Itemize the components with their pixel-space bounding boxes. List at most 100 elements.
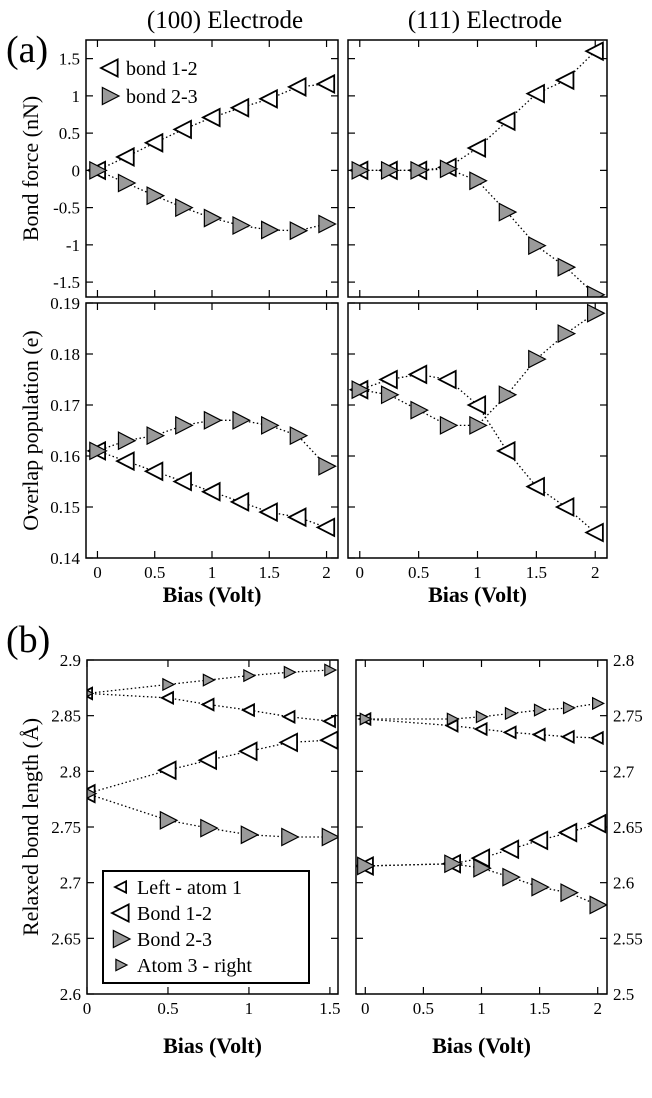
legend-label: Bond 1-2 — [137, 903, 212, 925]
legend-label: bond 1-2 — [126, 58, 198, 80]
data-point — [528, 236, 547, 256]
data-point — [437, 369, 457, 390]
data-point — [321, 714, 336, 729]
data-point — [143, 461, 164, 482]
plot-frame — [85, 39, 339, 298]
series-line — [97, 419, 328, 467]
data-point — [584, 41, 604, 62]
plot-area — [348, 303, 606, 543]
x-tick-label: 1 — [208, 563, 217, 582]
y-tick-label: 2.65 — [613, 818, 643, 837]
data-point — [321, 827, 338, 847]
y-axis-title: Overlap population (e) — [18, 330, 43, 530]
x-tick-label: 0 — [93, 563, 102, 582]
plot-area — [356, 696, 607, 915]
data-point — [410, 160, 429, 180]
data-point — [232, 410, 251, 430]
data-point — [172, 471, 192, 492]
y-tick-label: -1.5 — [53, 273, 80, 292]
data-point — [589, 730, 604, 746]
data-point — [283, 665, 297, 679]
data-point — [359, 712, 373, 726]
data-point — [502, 867, 521, 887]
data-point — [473, 721, 488, 737]
data-point — [439, 159, 459, 179]
data-point — [586, 303, 606, 323]
y-tick-label: 2.85 — [51, 707, 81, 726]
series-line — [359, 50, 596, 172]
data-point — [560, 729, 575, 744]
data-point — [117, 431, 137, 451]
legend-marker — [113, 879, 127, 895]
data-point — [473, 858, 492, 878]
data-point — [201, 107, 221, 128]
data-point — [146, 186, 166, 206]
data-point — [89, 441, 108, 461]
legend-marker — [110, 902, 130, 924]
plot-area — [86, 410, 337, 538]
x-tick-label: 0.5 — [157, 999, 178, 1018]
data-point — [584, 522, 604, 543]
data-point — [281, 709, 296, 724]
legend-label: Atom 3 - right — [137, 955, 252, 977]
data-point — [554, 496, 575, 518]
data-point — [203, 208, 223, 228]
x-tick-label: 1 — [477, 999, 486, 1018]
data-point — [444, 854, 463, 874]
x-tick-label: 0.5 — [413, 999, 434, 1018]
plot-frame — [85, 302, 339, 559]
data-point — [502, 725, 517, 740]
data-point — [261, 415, 280, 435]
y-tick-label: 2.75 — [51, 818, 81, 837]
x-tick-label: 1.5 — [319, 999, 340, 1018]
column-title-100: (100) Electrode — [147, 7, 303, 34]
y-tick-label: 0.18 — [50, 345, 80, 364]
x-tick-label: 0 — [361, 999, 370, 1018]
data-point — [531, 877, 550, 897]
plot-frame — [86, 659, 339, 995]
x-tick-label: 1.5 — [529, 999, 550, 1018]
y-axis-title: Bond force (nN) — [18, 96, 43, 241]
x-tick-label: 2 — [591, 563, 600, 582]
y-tick-label: 2.6 — [60, 985, 81, 1004]
data-point — [156, 760, 177, 781]
data-point — [469, 415, 488, 435]
data-point — [175, 198, 194, 218]
data-point — [159, 810, 179, 830]
y-tick-label: 2.55 — [613, 929, 643, 948]
y-tick-label: 0.5 — [59, 124, 80, 143]
plots-layer: -1.5 -1 -0.5 0 0.5 1 1.5 Bond force (nN) bond 1-… — [18, 39, 643, 1058]
data-point — [318, 456, 337, 476]
y-tick-label: 2.65 — [51, 929, 81, 948]
data-point — [197, 750, 218, 771]
data-point — [200, 818, 219, 838]
data-point — [278, 732, 298, 753]
data-point — [470, 848, 491, 869]
legend-label: bond 2-3 — [126, 86, 198, 108]
data-point — [117, 173, 137, 193]
data-point — [446, 712, 460, 726]
y-tick-label: 2.7 — [60, 874, 82, 893]
data-point — [592, 696, 606, 711]
data-point — [200, 697, 215, 712]
x-tick-label: 1 — [245, 999, 254, 1018]
y-tick-label: 2.7 — [613, 762, 635, 781]
data-point — [172, 119, 192, 140]
data-point — [315, 73, 336, 94]
data-point — [533, 703, 547, 717]
chart-overlap111: 0 0.5 1 1.5 2 Bias (Volt) — [347, 302, 608, 607]
series-line — [359, 168, 596, 296]
data-point — [495, 111, 516, 132]
y-tick-label: 0.19 — [50, 294, 80, 313]
plot-area — [87, 663, 338, 847]
plot-frame — [347, 302, 608, 559]
data-point — [240, 702, 255, 718]
legend-marker — [112, 929, 132, 949]
data-point — [586, 285, 606, 297]
x-tick-label: 2 — [322, 563, 331, 582]
y-tick-label: 2.75 — [613, 707, 643, 726]
data-point — [115, 451, 135, 472]
y-tick-label: -0.5 — [53, 199, 80, 218]
chart-overlap100: 0.14 0.15 0.16 0.17 0.18 0.19 0 0.5 1 1.5 2 Overlap… — [18, 294, 339, 607]
data-point — [286, 76, 307, 97]
